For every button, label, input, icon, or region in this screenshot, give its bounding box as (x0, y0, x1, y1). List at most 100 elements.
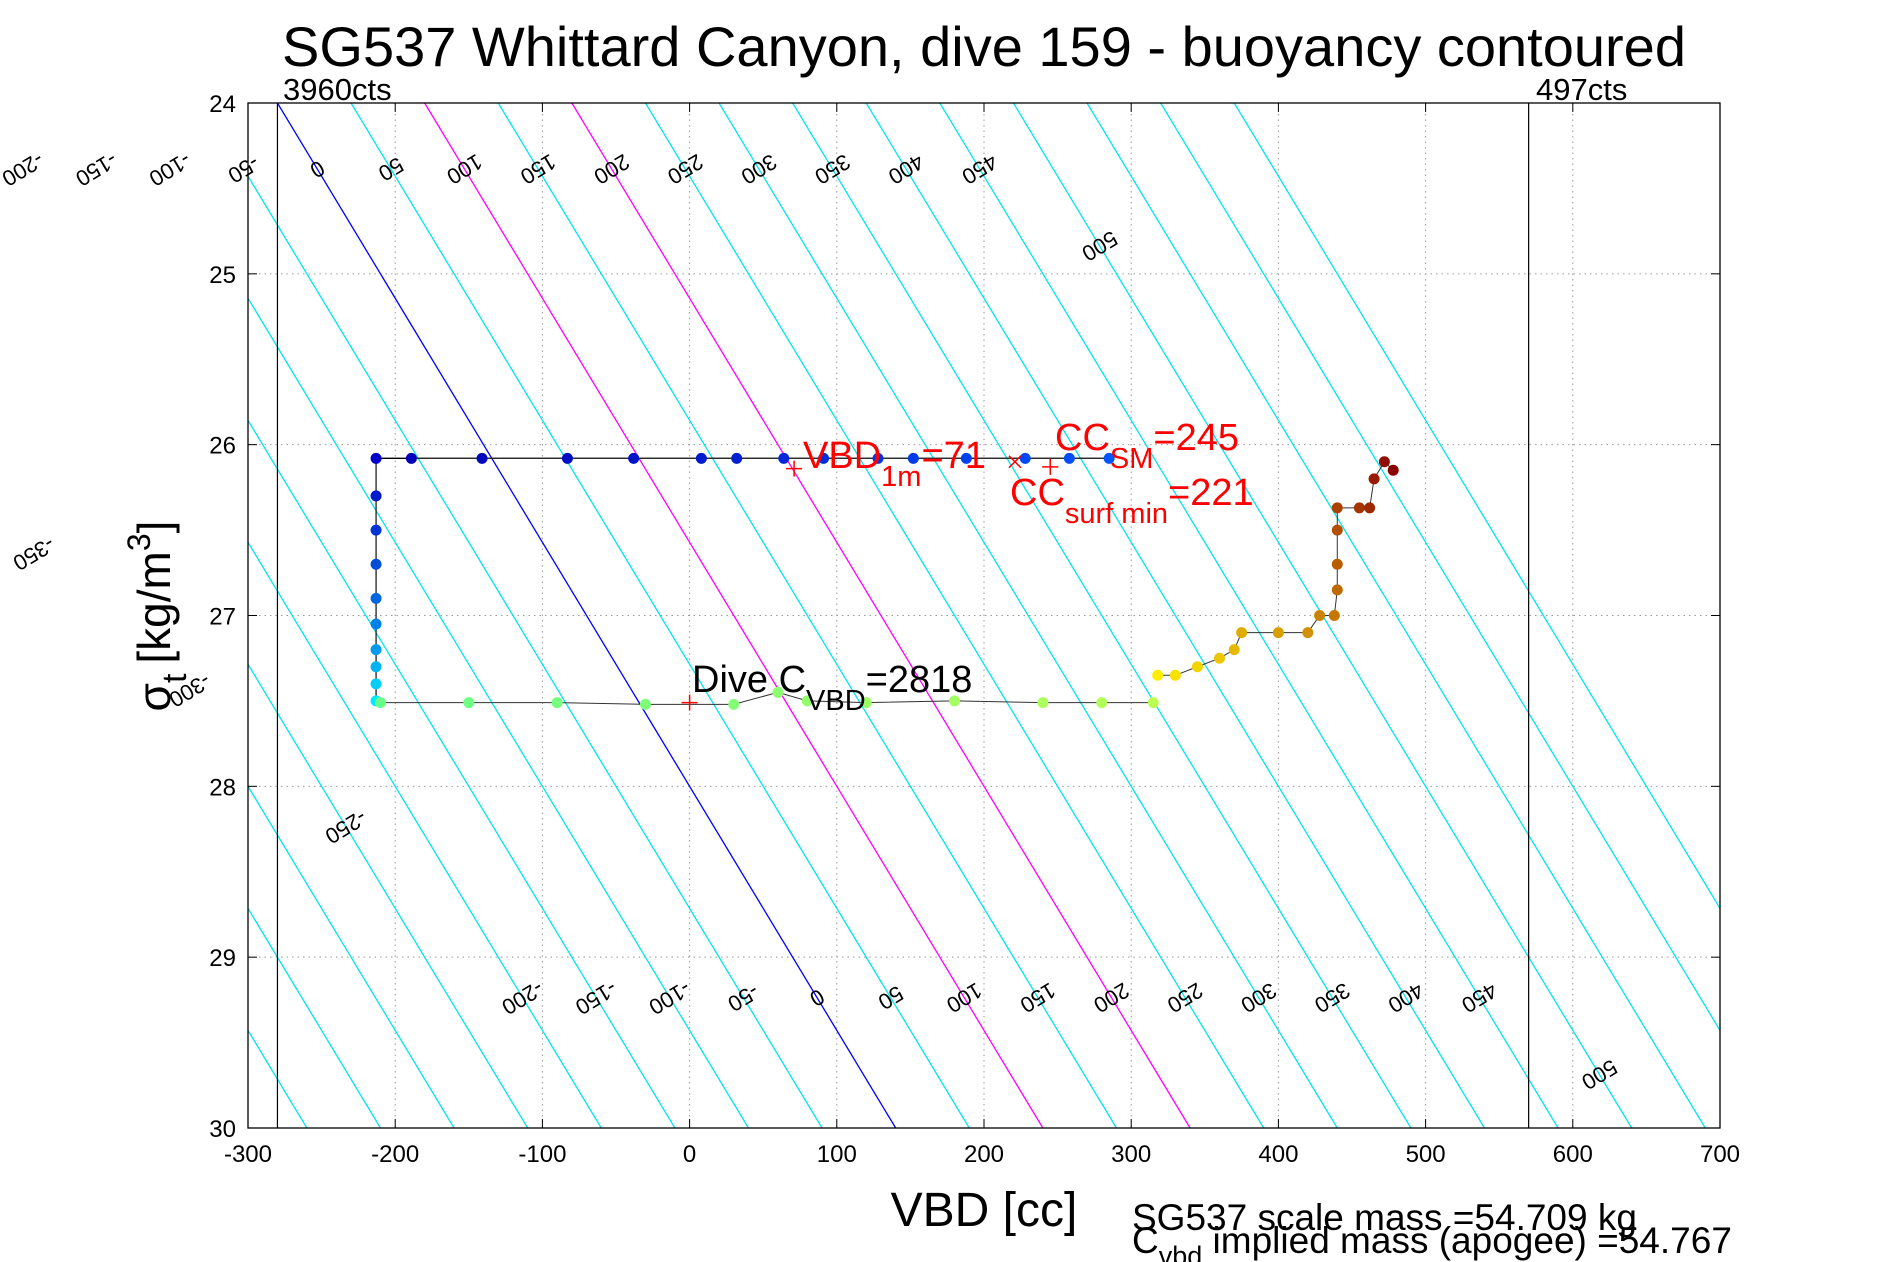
data-point-climb (1364, 502, 1376, 514)
buoyancy-contour-line (424, 103, 1044, 1128)
dive-c-vbd-main: Dive C (692, 659, 806, 701)
buoyancy-contour-line (1086, 103, 1706, 1128)
implied-mass-sub: vbd (1159, 1241, 1203, 1262)
x-tick-label: -100 (518, 1141, 566, 1168)
y-tick-label: 26 (209, 433, 236, 460)
data-point-surface (1019, 452, 1031, 464)
buoyancy-contour-line (1160, 103, 1720, 1032)
implied-mass-text: Cvbd implied mass (apogee) =54.767 (1132, 1220, 1732, 1262)
x-tick-label: -200 (371, 1141, 419, 1168)
x-tick-label: 500 (1406, 1141, 1446, 1168)
data-point-descent (370, 661, 382, 673)
scale-mass-text: SG537 scale mass =54.709 kg (1132, 1197, 1637, 1238)
data-point-bottom (728, 698, 740, 710)
data-point-climb (1169, 669, 1181, 681)
contour-label: -100 (145, 147, 196, 191)
vbd-bounds (276, 103, 1530, 1128)
data-point-descent (370, 592, 382, 604)
data-point-climb (1302, 627, 1314, 639)
data-point-surface (476, 452, 488, 464)
data-point-climb (1378, 456, 1390, 468)
data-point-climb (1214, 652, 1226, 664)
x-tick-label: 200 (964, 1141, 1004, 1168)
cc-surf-min-annotation: CCsurf min=221 (1010, 472, 1254, 530)
y-axis-label-symbol: σ (128, 683, 180, 711)
cc-surf-min-sub: surf min (1065, 498, 1168, 530)
track-line-bottom (380, 691, 1154, 705)
buoyancy-contour-line (248, 174, 823, 1128)
x-tick-label: 600 (1553, 1141, 1593, 1168)
data-point-climb (1368, 473, 1380, 485)
data-point-bottom (1037, 697, 1049, 709)
data-point-surface (731, 452, 743, 464)
data-point-bottom (860, 697, 872, 709)
x-tick-label: 0 (683, 1141, 696, 1168)
buoyancy-contour-line (792, 103, 1412, 1128)
data-point-surface (778, 452, 790, 464)
data-point-descent (370, 644, 382, 656)
data-point-surface (907, 452, 919, 464)
dive-points (370, 452, 1399, 710)
vbd-1m-annotation: VBD1m=71 (803, 435, 986, 493)
buoyancy-contour-line (248, 785, 455, 1128)
buoyancy-contour-line (276, 103, 897, 1128)
data-point-surface (1063, 452, 1075, 464)
data-point-climb (1331, 502, 1343, 514)
y-tick-label: 28 (209, 774, 236, 801)
buoyancy-contour-line (865, 103, 1486, 1128)
data-point-descent (370, 452, 382, 464)
dive-c-vbd-sub: VBD (806, 685, 866, 717)
y-tick-label: 29 (209, 945, 236, 972)
dive-c-vbd-value: =2818 (866, 659, 973, 701)
data-point-climb (1272, 627, 1284, 639)
y-tick-label: 25 (209, 262, 236, 289)
buoyancy-contour-line (0, 103, 12, 1128)
y-tick-label: 27 (209, 604, 236, 631)
data-point-climb (1314, 610, 1326, 621)
x-tick-label: 300 (1111, 1141, 1151, 1168)
marker-cc-surf-min (1008, 455, 1022, 469)
buoyancy-contour-line (0, 103, 86, 1128)
data-point-bottom (801, 695, 813, 707)
x-axis-ticks: -300 -200 -100 0 100 200 300 400 500 600 700 (224, 103, 1740, 1168)
y-tick-label: 30 (209, 1116, 236, 1143)
cc-sm-value: =245 (1153, 417, 1239, 459)
cc-sm-sub: SM (1110, 443, 1154, 475)
vbd-1m-sub: 1m (881, 461, 921, 493)
y-tick-label: 24 (209, 91, 236, 118)
y-axis-label-sub: t (156, 673, 194, 683)
implied-mass-c: C (1132, 1220, 1159, 1261)
data-point-climb (1331, 524, 1343, 536)
data-point-bottom (374, 697, 386, 709)
data-point-surface (695, 452, 707, 464)
estimate-markers (681, 455, 1059, 711)
vbd-1m-value: =71 (921, 435, 985, 477)
buoyancy-contour-line (1233, 103, 1720, 910)
x-tick-label: 400 (1258, 1141, 1298, 1168)
buoyancy-contour-line (248, 296, 750, 1128)
data-point-surface (561, 452, 573, 464)
cc-surf-min-main: CC (1010, 472, 1065, 514)
data-point-descent (370, 618, 382, 630)
contour-label: -200 (0, 147, 48, 191)
y-axis-label-units-close: ] (128, 521, 180, 534)
buoyancy-contour-line (939, 103, 1559, 1128)
data-point-bottom (1147, 697, 1159, 709)
vbd-1m-main: VBD (803, 435, 881, 477)
data-point-bottom (949, 695, 961, 707)
chart-title: SG537 Whittard Canyon, dive 159 - buoyan… (282, 15, 1686, 78)
y-axis-label-units-sup: 3 (121, 533, 157, 551)
grid-lines (248, 103, 1720, 1128)
bound-label-right: 497cts (1536, 72, 1627, 107)
x-tick-label: 100 (817, 1141, 857, 1168)
data-point-climb (1331, 558, 1343, 570)
dive-c-vbd-annotation: Dive CVBD=2818 (692, 659, 972, 717)
contour-label: -350 (9, 532, 60, 576)
data-point-descent (370, 524, 382, 536)
implied-mass-rest: implied mass (apogee) =54.767 (1202, 1220, 1732, 1261)
data-point-climb (1152, 669, 1164, 681)
data-point-climb (1228, 644, 1240, 656)
data-point-surface (872, 452, 884, 464)
buoyancy-contour-line (571, 103, 1191, 1128)
